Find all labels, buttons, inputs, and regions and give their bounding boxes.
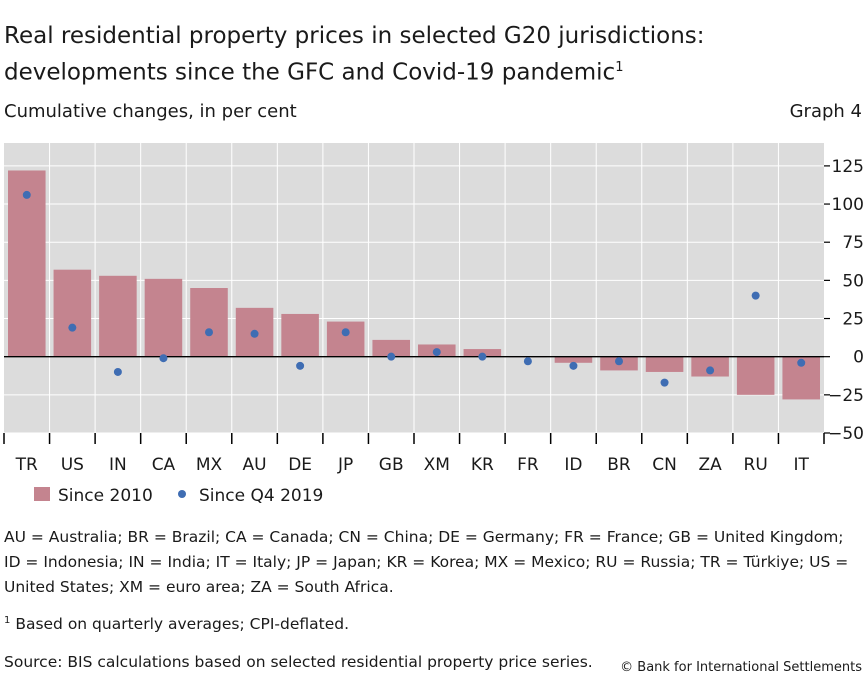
- x-tick-label: XM: [424, 455, 450, 475]
- point-since-q4-2019: [205, 328, 213, 337]
- y-tick-label: −50: [828, 424, 864, 444]
- legend-label-since-q4-2019: Since Q4 2019: [199, 486, 323, 506]
- point-since-q4-2019: [250, 329, 259, 338]
- x-tick-label: RU: [744, 455, 768, 475]
- graph-number: Graph 4: [789, 101, 862, 122]
- x-tick-label: CN: [652, 455, 677, 475]
- chart-title-line-2: developments since the GFC and Covid-19 …: [4, 59, 616, 86]
- bar-since-2010: [736, 356, 775, 395]
- y-tick-label: 50: [842, 271, 864, 291]
- footnote: 1 Based on quarterly averages; CPI-defla…: [4, 608, 349, 637]
- point-since-q4-2019: [751, 291, 760, 300]
- legend-label-since-2010: Since 2010: [58, 486, 153, 506]
- y-tick-label: 75: [842, 233, 864, 253]
- y-tick-label: 125: [832, 157, 864, 177]
- bar-since-2010: [8, 170, 46, 357]
- x-tick-label: AU: [243, 455, 267, 475]
- y-tick-label: −25: [828, 386, 864, 406]
- x-tick-label: FR: [517, 455, 539, 475]
- point-since-q4-2019: [478, 352, 487, 361]
- point-since-q4-2019: [296, 361, 305, 370]
- legend-swatch-since-2010: [34, 487, 50, 501]
- bar-since-2010: [554, 356, 593, 363]
- bar-since-2010: [190, 288, 228, 357]
- bar-since-2010: [144, 278, 183, 357]
- legend-marker-since-q4-2019: [178, 490, 186, 498]
- x-tick-label: KR: [471, 455, 494, 475]
- x-tick-label: BR: [607, 455, 631, 475]
- chart-subtitle: Cumulative changes, in per cent: [4, 101, 297, 122]
- x-tick-label: MX: [196, 455, 223, 475]
- point-since-q4-2019: [615, 357, 623, 366]
- source-note: Source: BIS calculations based on select…: [4, 653, 593, 671]
- chart-title-line-1: Real residential property prices in sele…: [4, 23, 705, 49]
- x-tick-label: IN: [109, 455, 127, 475]
- bar-since-2010: [326, 321, 365, 357]
- point-since-q4-2019: [68, 323, 77, 332]
- x-tick-label: IT: [794, 455, 810, 475]
- bar-since-2010: [53, 269, 92, 357]
- y-tick-label: 100: [832, 195, 864, 215]
- point-since-q4-2019: [706, 366, 715, 375]
- point-since-q4-2019: [387, 352, 396, 361]
- point-since-q4-2019: [660, 378, 669, 387]
- y-tick-label: 25: [842, 310, 864, 330]
- x-tick-label: DE: [288, 455, 312, 475]
- copyright-notice: © Bank for International Settlements: [620, 660, 862, 675]
- bar-since-2010: [645, 356, 684, 372]
- x-tick-label: US: [61, 455, 84, 475]
- x-tick-label: TR: [15, 455, 38, 475]
- title-footnote-mark: 1: [615, 60, 624, 75]
- y-tick-label: 0: [853, 348, 864, 368]
- footnote-mark: 1: [4, 615, 11, 626]
- bar-chart: TR US IN CA MX AU DE JP GB XM KR FR ID BR CN ZA RU IT 125 1…: [3, 143, 864, 506]
- point-since-q4-2019: [523, 357, 532, 366]
- point-since-q4-2019: [341, 328, 350, 337]
- x-tick-label: JP: [337, 455, 353, 475]
- point-since-q4-2019: [569, 361, 578, 370]
- chart-title: Real residential property prices in sele…: [4, 20, 864, 89]
- abbreviations-note: AU = Australia; BR = Brazil; CA = Canada…: [4, 528, 849, 596]
- point-since-q4-2019: [22, 190, 31, 199]
- x-tick-label: ID: [564, 455, 582, 475]
- point-since-q4-2019: [159, 354, 168, 363]
- bar-since-2010: [372, 339, 410, 357]
- x-tick-label: CA: [152, 455, 176, 475]
- point-since-q4-2019: [113, 367, 122, 376]
- x-tick-label: ZA: [698, 455, 722, 475]
- point-since-q4-2019: [797, 358, 806, 367]
- point-since-q4-2019: [432, 348, 441, 357]
- x-tick-label: GB: [379, 455, 404, 475]
- footnote-text: Based on quarterly averages; CPI-deflate…: [15, 615, 350, 634]
- bar-since-2010: [99, 275, 137, 357]
- bar-since-2010: [281, 313, 319, 357]
